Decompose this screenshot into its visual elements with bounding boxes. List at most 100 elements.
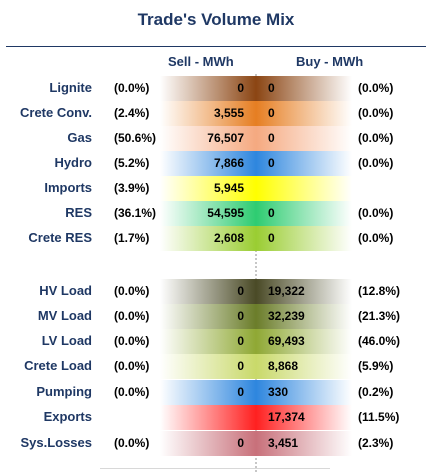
buy-percent: (0.0%): [358, 231, 394, 245]
sell-cell: 7,866: [160, 151, 256, 176]
row-label: Sys.Losses: [20, 435, 92, 450]
sell-percent: (0.0%): [114, 334, 150, 348]
row-label: Exports: [43, 409, 92, 424]
sell-percent: (0.0%): [114, 359, 150, 373]
bottom-divider: [100, 468, 330, 469]
chart-title: Trade's Volume Mix: [137, 10, 295, 29]
buy-value: 32,239: [268, 309, 305, 323]
buy-cell: 17,374: [256, 405, 352, 430]
sell-cell: 0: [160, 76, 256, 101]
sell-value: 0: [237, 436, 244, 450]
buy-value: 0: [268, 206, 275, 220]
row-label: Imports: [44, 180, 92, 195]
buy-percent: (0.2%): [358, 385, 394, 399]
sell-cell: 0: [160, 279, 256, 304]
buy-cell: 0: [256, 76, 352, 101]
buy-percent: (0.0%): [358, 206, 394, 220]
buy-value: 0: [268, 156, 275, 170]
row-label: Lignite: [49, 80, 92, 95]
buy-value: 19,322: [268, 284, 305, 298]
sell-cell: 2,608: [160, 226, 256, 251]
sell-percent: (50.6%): [114, 131, 157, 145]
buy-cell: 0: [256, 101, 352, 126]
buy-cell: 69,493: [256, 329, 352, 354]
row-label: LV Load: [41, 333, 92, 348]
buy-percent: (0.0%): [358, 81, 394, 95]
title-divider: [6, 46, 426, 47]
sell-percent: (0.0%): [114, 385, 150, 399]
sell-value: 0: [237, 284, 244, 298]
row-mv-load: MV Load (0.0%) 0 32,239 (21.3%): [0, 304, 432, 329]
sell-percent: (36.1%): [114, 206, 157, 220]
row-pumping: Pumping (0.0%) 0 330 (0.2%): [0, 380, 432, 405]
buy-cell: 0: [256, 226, 352, 251]
sell-percent: (0.0%): [114, 284, 150, 298]
row-hv-load: HV Load (0.0%) 0 19,322 (12.8%): [0, 279, 432, 304]
buy-value: 0: [268, 81, 275, 95]
buy-percent: (12.8%): [358, 284, 401, 298]
sell-value: 2,608: [213, 231, 244, 245]
sell-value: 3,555: [213, 106, 244, 120]
buy-cell: 19,322: [256, 279, 352, 304]
row-crete-res: Crete RES (1.7%) 2,608 0 (0.0%): [0, 226, 432, 251]
sell-cell: 5,945: [160, 176, 256, 201]
buy-cell: 0: [256, 151, 352, 176]
buy-percent: (5.9%): [358, 359, 394, 373]
buy-value: 330: [268, 385, 289, 399]
sell-value: 0: [237, 359, 244, 373]
buy-percent: (0.0%): [358, 156, 394, 170]
row-lv-load: LV Load (0.0%) 0 69,493 (46.0%): [0, 329, 432, 354]
sell-value: 0: [237, 81, 244, 95]
buy-value: 0: [268, 131, 275, 145]
row-hydro: Hydro (5.2%) 7,866 0 (0.0%): [0, 151, 432, 176]
row-label: Gas: [67, 130, 92, 145]
buy-percent: (11.5%): [358, 410, 400, 424]
sell-value: 0: [237, 309, 244, 323]
buy-cell: 330: [256, 380, 352, 405]
sell-cell: 0: [160, 329, 256, 354]
buy-cell: 8,868: [256, 354, 352, 379]
row-exports: Exports 17,374 (11.5%): [0, 405, 432, 430]
row-label: MV Load: [37, 308, 92, 323]
buy-cell: 0: [256, 126, 352, 151]
buy-cell: 32,239: [256, 304, 352, 329]
sell-percent: (0.0%): [114, 309, 150, 323]
sell-value: 76,507: [207, 131, 244, 145]
buy-percent: (0.0%): [358, 131, 394, 145]
row-crete-load: Crete Load (0.0%) 0 8,868 (5.9%): [0, 354, 432, 379]
sell-value: 5,945: [213, 181, 244, 195]
sell-percent: (0.0%): [114, 436, 150, 450]
row-imports: Imports (3.9%) 5,945: [0, 176, 432, 201]
sell-cell: 0: [160, 354, 256, 379]
buy-percent: (2.3%): [358, 436, 394, 450]
sell-cell: 54,595: [160, 201, 256, 226]
row-lignite: Lignite (0.0%) 0 0 (0.0%): [0, 76, 432, 101]
row-label: Crete RES: [28, 230, 92, 245]
sell-column-header: Sell - MWh: [168, 54, 234, 69]
sell-value: 54,595: [207, 206, 244, 220]
row-label: Crete Load: [24, 358, 92, 373]
sell-percent: (3.9%): [114, 181, 150, 195]
row-label: RES: [65, 205, 92, 220]
buy-value: 3,451: [268, 436, 299, 450]
sell-percent: (1.7%): [114, 231, 150, 245]
sell-percent: (5.2%): [114, 156, 150, 170]
buy-value: 8,868: [268, 359, 299, 373]
row-sys-losses: Sys.Losses (0.0%) 0 3,451 (2.3%): [0, 431, 432, 456]
buy-value: 17,374: [268, 410, 305, 424]
sell-cell: 0: [160, 431, 256, 456]
buy-percent: (46.0%): [358, 334, 401, 348]
sell-percent: (0.0%): [114, 81, 150, 95]
buy-value: 69,493: [268, 334, 305, 348]
row-res: RES (36.1%) 54,595 0 (0.0%): [0, 201, 432, 226]
buy-value: 0: [268, 106, 275, 120]
row-gas: Gas (50.6%) 76,507 0 (0.0%): [0, 126, 432, 151]
buy-column-header: Buy - MWh: [296, 54, 364, 69]
row-label: Crete Conv.: [20, 105, 92, 120]
buy-cell: 3,451: [256, 431, 352, 456]
sell-percent: (2.4%): [114, 106, 150, 120]
row-label: HV Load: [39, 283, 92, 298]
sell-cell: 76,507: [160, 126, 256, 151]
sell-value: 7,866: [213, 156, 244, 170]
buy-cell: 0: [256, 201, 352, 226]
